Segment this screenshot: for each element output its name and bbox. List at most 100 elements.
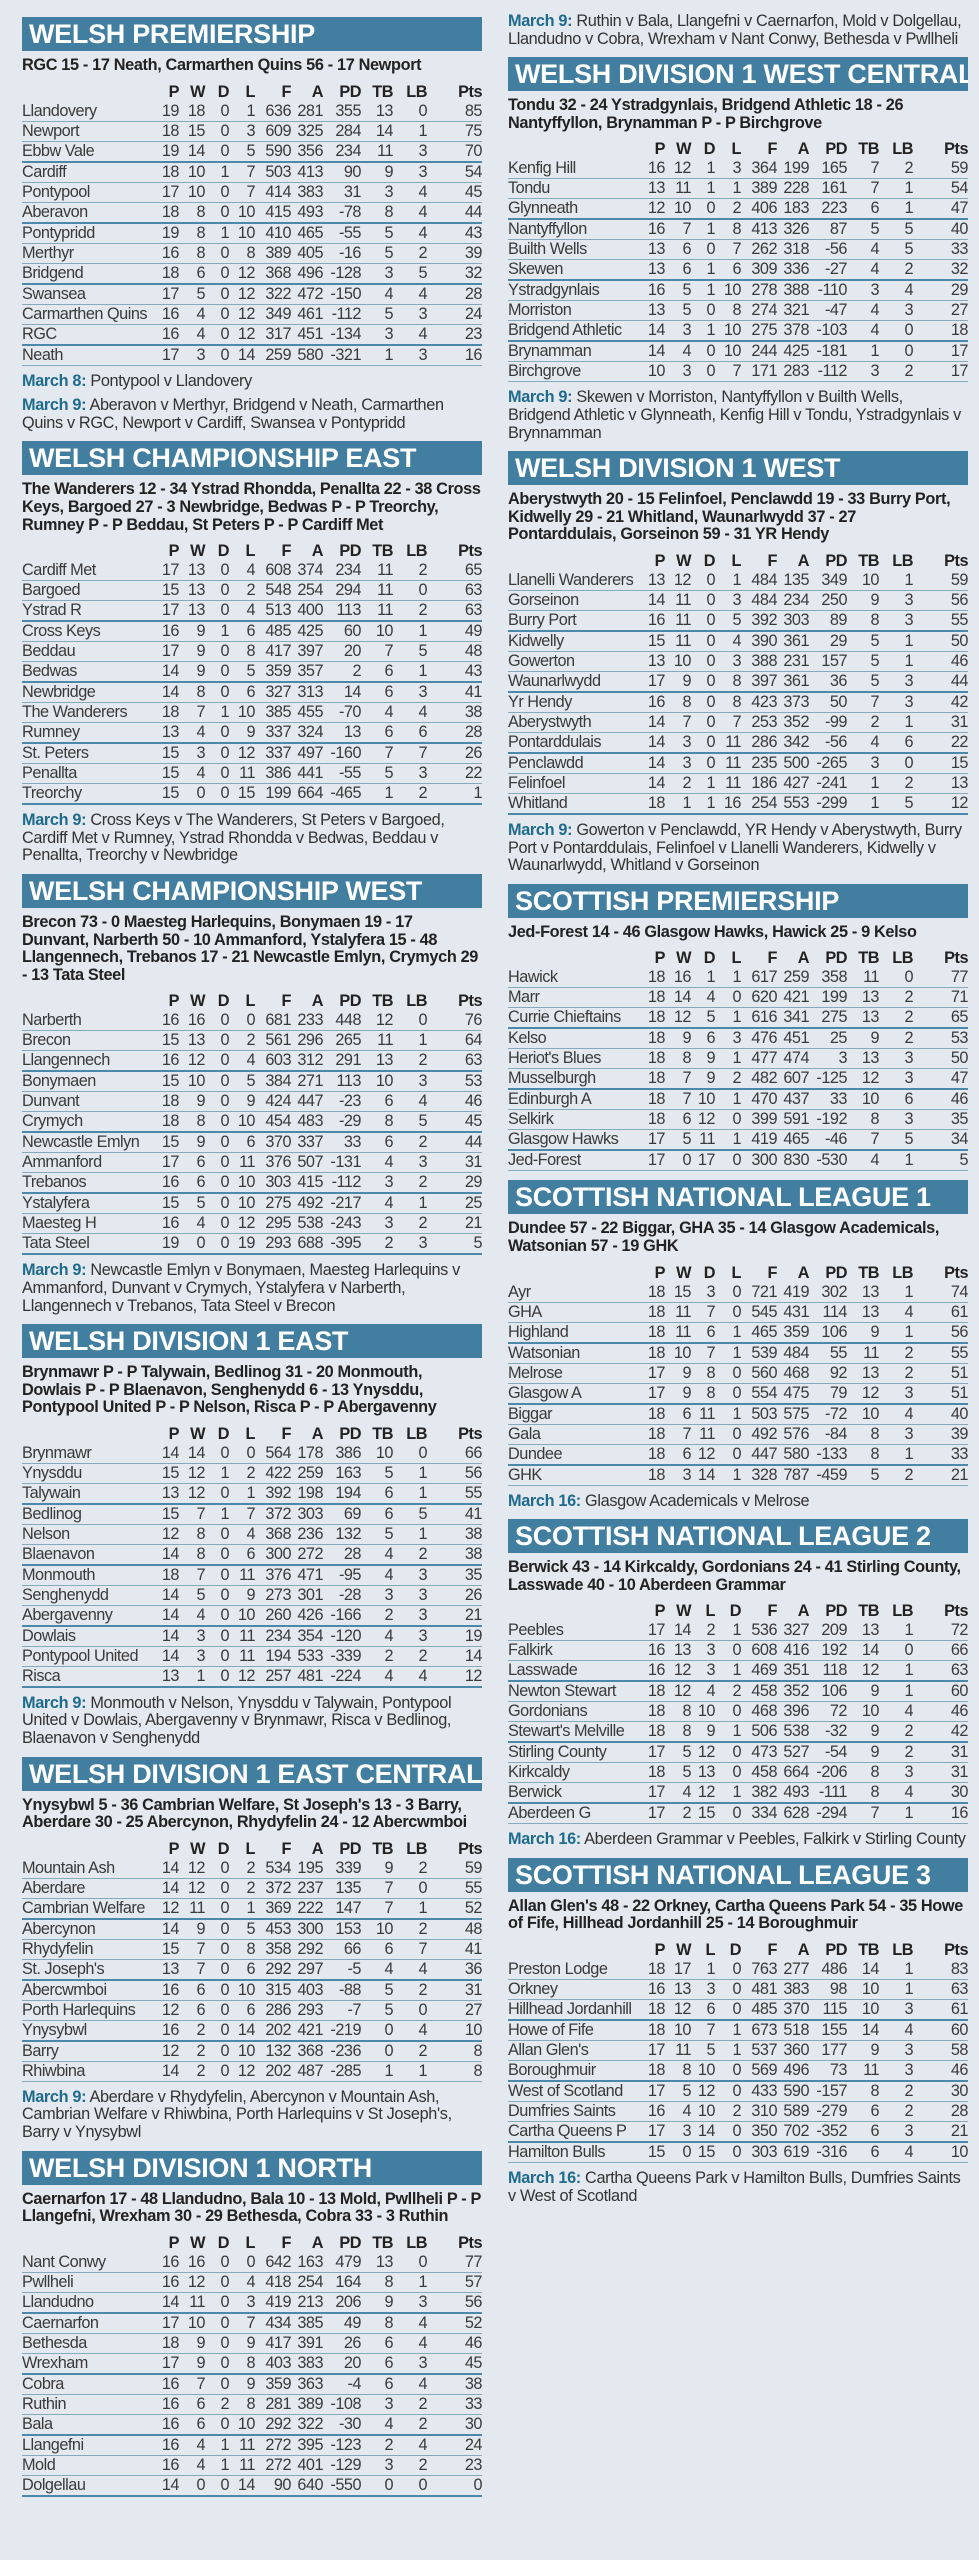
- stat-cell: 11: [361, 561, 394, 582]
- stat-cell: 1: [393, 621, 428, 643]
- stat-cell: 4: [393, 2434, 428, 2456]
- stat-cell: -299: [809, 793, 848, 815]
- stat-cell: 6: [361, 1939, 394, 1960]
- stat-cell: 8: [229, 641, 256, 663]
- team-name: Waunarlwydd: [508, 671, 641, 693]
- stat-cell: 476: [741, 1028, 778, 1050]
- stat-cell: 9: [229, 2373, 256, 2395]
- stat-cell: 470: [741, 1089, 778, 1111]
- stat-cell: 26: [427, 743, 483, 765]
- stat-cell: 0: [715, 2121, 742, 2144]
- stat-cell: 16: [641, 1640, 666, 1662]
- table-row: Ammanford 17 6 0 11 376 507 -131 4 3 31: [22, 1152, 483, 1174]
- stat-cell: 11: [229, 2434, 256, 2456]
- stat-cell: 545: [741, 1302, 778, 1323]
- stat-cell: 4: [393, 324, 428, 346]
- stat-cell: 18: [155, 161, 180, 183]
- team-name: Ayr: [508, 1282, 641, 1303]
- column-header-f: F: [281, 542, 292, 561]
- stat-cell: 3: [879, 1048, 914, 1070]
- stat-cell: 421: [291, 2020, 324, 2042]
- team-name: Cambrian Welfare: [22, 1898, 155, 1920]
- stat-cell: 1: [847, 793, 880, 815]
- team-name: Currie Chieftains: [508, 1007, 641, 1030]
- stat-cell: 484: [741, 570, 778, 591]
- stat-cell: 13: [847, 1007, 880, 1030]
- stat-cell: 4: [361, 1666, 394, 1688]
- stat-cell: 1: [361, 344, 394, 366]
- stat-cell: 11: [229, 763, 256, 785]
- stat-cell: 43: [427, 661, 483, 684]
- team-name: Glasgow A: [508, 1383, 641, 1405]
- stat-cell: 18: [155, 1111, 180, 1134]
- stat-cell: 40: [913, 219, 969, 241]
- column-header-d: D: [703, 1263, 716, 1282]
- stat-cell: 12: [691, 1742, 716, 1764]
- stat-cell: 8: [715, 691, 742, 713]
- stat-cell: 18: [641, 968, 666, 989]
- stat-cell: 302: [809, 1282, 848, 1303]
- stat-cell: 15: [155, 1503, 180, 1525]
- column-header-p: P: [654, 1263, 666, 1282]
- stat-cell: 52: [427, 1898, 483, 1920]
- stat-cell: 10: [229, 202, 256, 224]
- stat-cell: 608: [741, 1640, 778, 1662]
- stat-cell: 1: [427, 783, 483, 806]
- stat-cell: 5: [847, 1464, 880, 1486]
- stat-cell: 56: [913, 590, 969, 611]
- column-header-pd: PD: [339, 992, 361, 1011]
- stat-cell: 12: [229, 1666, 256, 1688]
- stat-cell: 564: [255, 1443, 292, 1464]
- stat-cell: 465: [741, 1322, 778, 1344]
- stat-cell: 0: [691, 651, 716, 672]
- fixture-text: Monmouth v Nelson, Ynysddu v Talywain, P…: [22, 1693, 452, 1748]
- stat-cell: 310: [741, 2101, 778, 2123]
- stat-cell: 14: [155, 1858, 180, 1879]
- column-header-pts: Pts: [944, 1263, 968, 1282]
- column-header-tb: TB: [372, 2233, 393, 2252]
- stat-cell: 0: [205, 182, 230, 203]
- stat-cell: 1: [715, 570, 742, 591]
- team-name: Cartha Queens P: [508, 2121, 641, 2144]
- stat-cell: 590: [777, 2081, 810, 2103]
- team-name: Bethesda: [22, 2333, 155, 2354]
- stat-cell: -465: [323, 783, 362, 806]
- stat-cell: 5: [361, 1979, 394, 2001]
- fixture-note: March 9: Newcastle Emlyn v Bonymaen, Mae…: [22, 1261, 482, 1315]
- stat-cell: 11: [665, 1302, 692, 1323]
- stat-cell: 485: [741, 1999, 778, 2022]
- team-name: Gorseinon: [508, 590, 641, 611]
- stat-cell: 12: [155, 2040, 180, 2062]
- stat-cell: 13: [641, 239, 666, 261]
- stat-cell: 0: [715, 1109, 742, 1131]
- stat-cell: -28: [323, 1585, 362, 1606]
- stat-cell: 4: [393, 2020, 428, 2042]
- stat-cell: 7: [665, 1068, 692, 1091]
- stat-cell: 16: [427, 344, 483, 366]
- stat-cell: 16: [155, 2434, 180, 2456]
- stat-cell: 13: [641, 651, 666, 672]
- team-name: Nant Conwy: [22, 2252, 155, 2273]
- stat-cell: 721: [741, 1282, 778, 1303]
- stat-cell: 471: [291, 1564, 324, 1586]
- stat-cell: 6: [179, 2394, 206, 2415]
- team-name: Burry Port: [508, 610, 641, 632]
- stat-cell: 0: [205, 1172, 230, 1195]
- stat-cell: 1: [715, 2040, 742, 2062]
- stat-cell: 14: [641, 320, 666, 343]
- stat-cell: 1: [715, 2020, 742, 2042]
- stat-cell: 4: [393, 222, 428, 244]
- stat-cell: 14: [641, 732, 666, 754]
- stat-cell: 2: [393, 1050, 428, 1073]
- stat-cell: 17: [155, 182, 180, 203]
- stat-cell: 6: [665, 1109, 692, 1131]
- stat-cell: 7: [665, 712, 692, 733]
- stat-cell: 4: [665, 341, 692, 363]
- stat-cell: 1: [393, 1524, 428, 1545]
- column-header-w: W: [190, 542, 205, 561]
- stat-cell: 3: [393, 344, 428, 366]
- stat-cell: 628: [777, 1803, 810, 1825]
- stat-cell: 66: [913, 1640, 969, 1662]
- table-row: The Wanderers 18 7 1 10 385 455 -70 4 4 38: [22, 702, 483, 724]
- stat-cell: -84: [809, 1424, 848, 1445]
